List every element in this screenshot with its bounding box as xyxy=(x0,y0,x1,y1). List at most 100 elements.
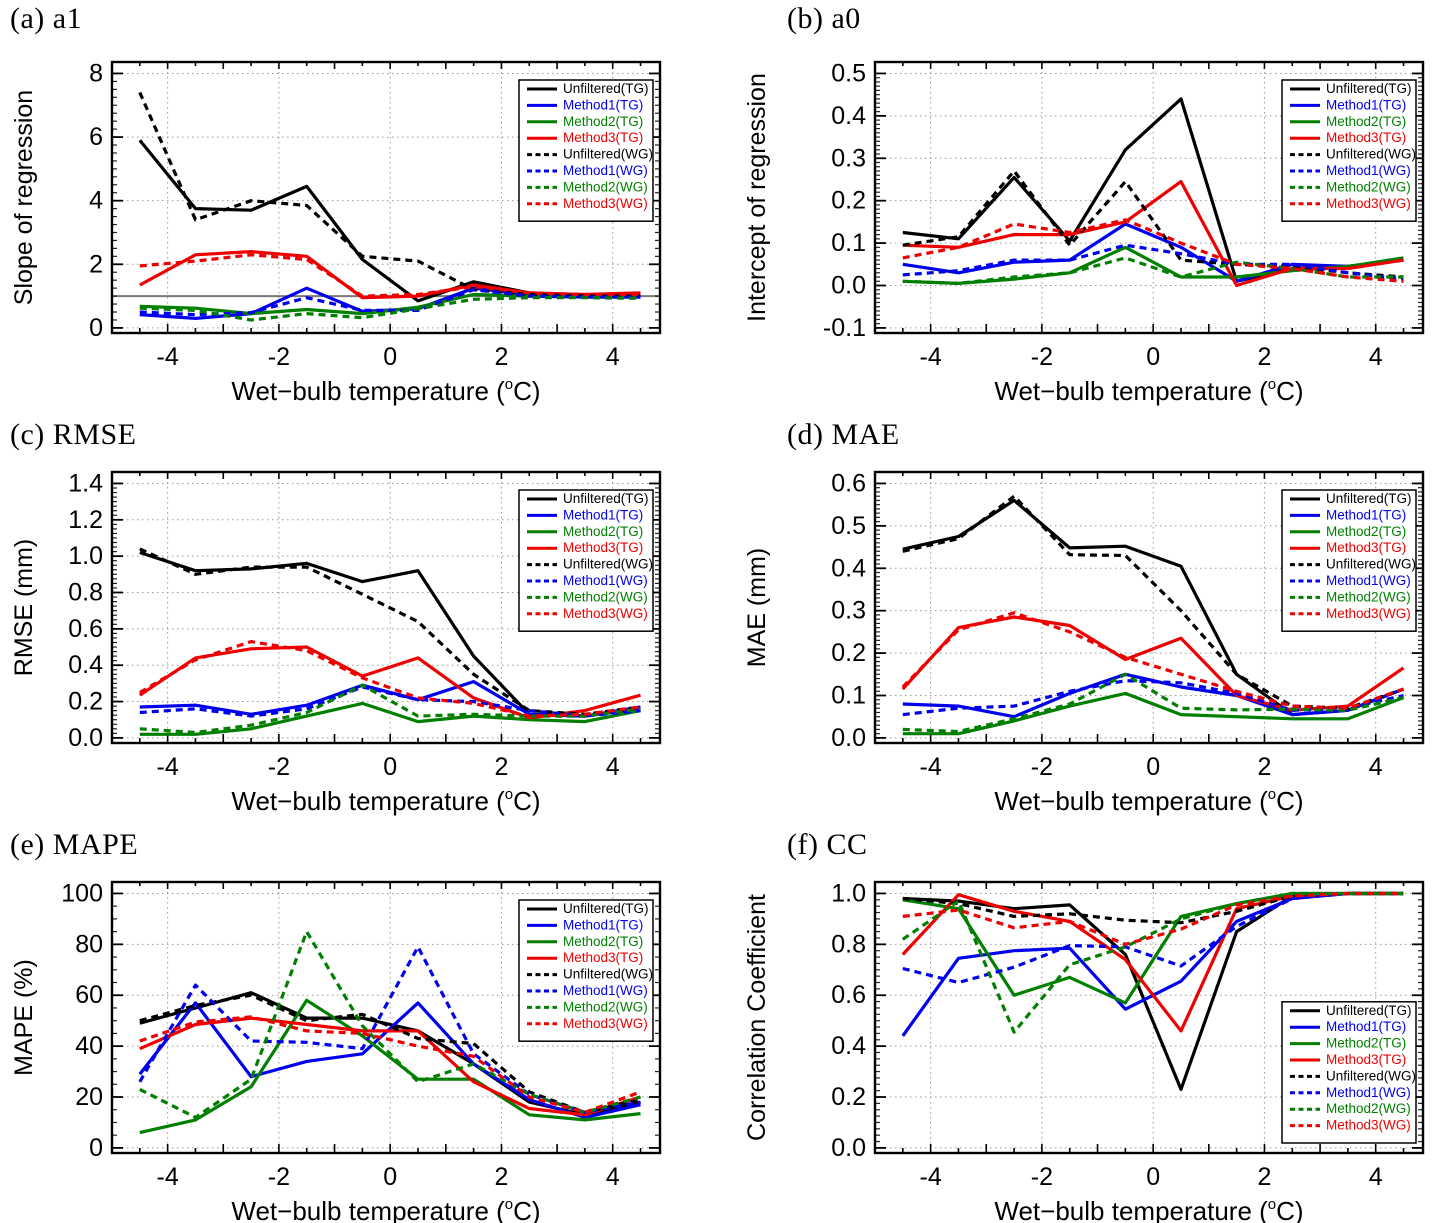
y-tick-label: 0.4 xyxy=(831,1032,866,1060)
panel-a-title: (a) a1 xyxy=(10,2,83,35)
x-tick-label: 4 xyxy=(1369,753,1383,781)
series-line-m2_wg xyxy=(139,296,641,322)
y-tick-label: 1.0 xyxy=(68,542,103,570)
x-tick-label: -4 xyxy=(157,343,179,371)
x-tick-label: -2 xyxy=(268,343,290,371)
y-tick-label: 0.6 xyxy=(831,469,866,497)
y-tick-label: 0 xyxy=(89,314,103,342)
y-tick-label: 20 xyxy=(75,1083,103,1111)
legend-box xyxy=(518,489,654,632)
series-line-m2_wg xyxy=(901,891,1404,1034)
legend-label-m1_tg: Method1(TG) xyxy=(563,917,643,932)
legend: Unfiltered(TG)Method1(TG)Method2(TG)Meth… xyxy=(1281,79,1417,222)
series-line-m3_wg xyxy=(902,218,1404,283)
legend-box xyxy=(1281,489,1417,632)
series-line-m2_tg xyxy=(902,691,1405,736)
y-tick-label: -0.1 xyxy=(823,314,866,342)
panel-d-chart: -4 -2 0 2 4 0.0 0.1 0.2 0.3 0.4 0.5 0.6 MAE (mm) Wet−… xyxy=(743,469,1425,816)
plot-border xyxy=(110,880,662,1155)
panel-c: (c) RMSE -4 -2 0 2 4 0.0 0.2 0.4 0.6 0.8 1.0 1.2 1.4… xyxy=(0,410,725,820)
legend-label-m3_wg: Method3(WG) xyxy=(563,1016,648,1031)
legend-label-m1_tg: Method1(TG) xyxy=(1326,1019,1406,1034)
plot-border xyxy=(873,470,1425,745)
y-tick-label: 0.0 xyxy=(831,1134,866,1162)
legend-label-m3_tg: Method3(TG) xyxy=(1326,540,1406,555)
y-tick-label: 0.1 xyxy=(831,229,866,257)
legend-label-m1_wg: Method1(WG) xyxy=(563,573,648,588)
panel-c-title: (c) RMSE xyxy=(10,418,137,451)
legend-label-m2_tg: Method2(TG) xyxy=(1326,1036,1406,1051)
x-tick-label: -4 xyxy=(920,1163,942,1191)
x-tick-label: -4 xyxy=(920,753,942,781)
series-line-m3_wg xyxy=(902,891,1404,946)
legend-label-unf_wg: Unfiltered(WG) xyxy=(563,967,653,982)
series-line-unf_wg xyxy=(139,993,641,1114)
panel-a: (a) a1 -4 -2 0 2 4 0 2 4 6 8 Slope of regression We… xyxy=(0,0,725,410)
legend-label-unf_tg: Unfiltered(TG) xyxy=(563,491,649,506)
legend-label-m3_tg: Method3(TG) xyxy=(563,950,643,965)
y-axis-label: Intercept of regression xyxy=(743,73,771,322)
x-tick-label: -2 xyxy=(1031,343,1053,371)
x-axis-label: Wet−bulb temperature (oC) xyxy=(994,1196,1303,1223)
plot-border xyxy=(110,60,662,335)
x-tick-label: 4 xyxy=(1369,1163,1383,1191)
legend-label-m3_wg: Method3(WG) xyxy=(563,606,648,621)
legend-label-m2_wg: Method2(WG) xyxy=(563,589,648,604)
y-tick-label: 0.8 xyxy=(831,930,866,958)
panel-f-title: (f) CC xyxy=(787,828,868,861)
legend-box xyxy=(1281,79,1417,222)
legend: Unfiltered(TG)Method1(TG)Method2(TG)Meth… xyxy=(518,899,654,1042)
legend-label-unf_wg: Unfiltered(WG) xyxy=(1326,1068,1416,1083)
y-tick-label: 6 xyxy=(89,123,103,151)
series-line-m1_tg xyxy=(902,222,1404,283)
panel-b: (b) a0 -4 -2 0 2 4 -0.1 0.0 0.1 0.2 0.3 0.4 0.5 Inte… xyxy=(725,0,1450,410)
y-tick-label: 0.8 xyxy=(68,579,103,607)
legend-label-m1_wg: Method1(WG) xyxy=(1326,163,1411,178)
x-tick-label: 2 xyxy=(494,1163,508,1191)
legend-label-unf_wg: Unfiltered(WG) xyxy=(563,557,653,572)
series-line-m2_wg xyxy=(902,672,1404,734)
panel-d: (d) MAE -4 -2 0 2 4 0.0 0.1 0.2 0.3 0.4 0.5 0.6 MAE … xyxy=(725,410,1450,820)
y-tick-label: 100 xyxy=(61,879,103,907)
legend: Unfiltered(TG)Method1(TG)Method2(TG)Meth… xyxy=(1281,1001,1417,1144)
panel-d-title: (d) MAE xyxy=(787,418,900,451)
x-axis-label: Wet−bulb temperature (oC) xyxy=(994,786,1303,816)
y-tick-label: 0.2 xyxy=(831,639,866,667)
x-tick-label: 0 xyxy=(383,1163,397,1191)
x-tick-label: 4 xyxy=(606,343,620,371)
x-tick-label: -4 xyxy=(157,753,179,781)
y-tick-label: 0.0 xyxy=(831,724,866,752)
y-tick-label: 0.3 xyxy=(831,144,866,172)
legend-label-m2_wg: Method2(WG) xyxy=(563,999,648,1014)
legend-label-m1_tg: Method1(TG) xyxy=(1326,97,1406,112)
y-tick-label: 0.0 xyxy=(831,272,866,300)
x-tick-label: 0 xyxy=(1146,343,1160,371)
y-tick-label: 40 xyxy=(75,1032,103,1060)
legend-label-m3_tg: Method3(TG) xyxy=(1326,1052,1406,1067)
legend: Unfiltered(TG)Method1(TG)Method2(TG)Meth… xyxy=(518,489,654,632)
y-tick-label: 0.4 xyxy=(831,554,866,582)
plot-border xyxy=(873,880,1425,1155)
legend-label-unf_tg: Unfiltered(TG) xyxy=(563,901,649,916)
x-axis-label: Wet−bulb temperature (oC) xyxy=(231,376,540,406)
legend-label-m1_wg: Method1(WG) xyxy=(1326,1085,1411,1100)
legend-label-m2_tg: Method2(TG) xyxy=(563,934,643,949)
series-line-m3_wg xyxy=(138,640,641,718)
series-line-m1_wg xyxy=(139,685,641,718)
legend-label-m2_tg: Method2(TG) xyxy=(1326,524,1406,539)
series-line-m1_tg xyxy=(138,1001,641,1119)
panel-e: (e) MAPE -4 -2 0 2 4 0 20 40 60 80 100 MAPE (%) Wet−… xyxy=(0,820,725,1223)
x-tick-label: 4 xyxy=(606,1163,620,1191)
legend-label-m2_tg: Method2(TG) xyxy=(1326,114,1406,129)
y-tick-label: 1.0 xyxy=(831,879,866,907)
legend-label-m2_wg: Method2(WG) xyxy=(1326,1101,1411,1116)
series-line-m3_wg xyxy=(901,611,1405,710)
legend-box xyxy=(518,79,654,222)
series-line-m2_wg xyxy=(139,683,641,735)
y-tick-label: 60 xyxy=(75,981,103,1009)
y-tick-label: 0.6 xyxy=(831,981,866,1009)
x-tick-label: 0 xyxy=(383,343,397,371)
y-tick-label: 0.5 xyxy=(831,59,866,87)
